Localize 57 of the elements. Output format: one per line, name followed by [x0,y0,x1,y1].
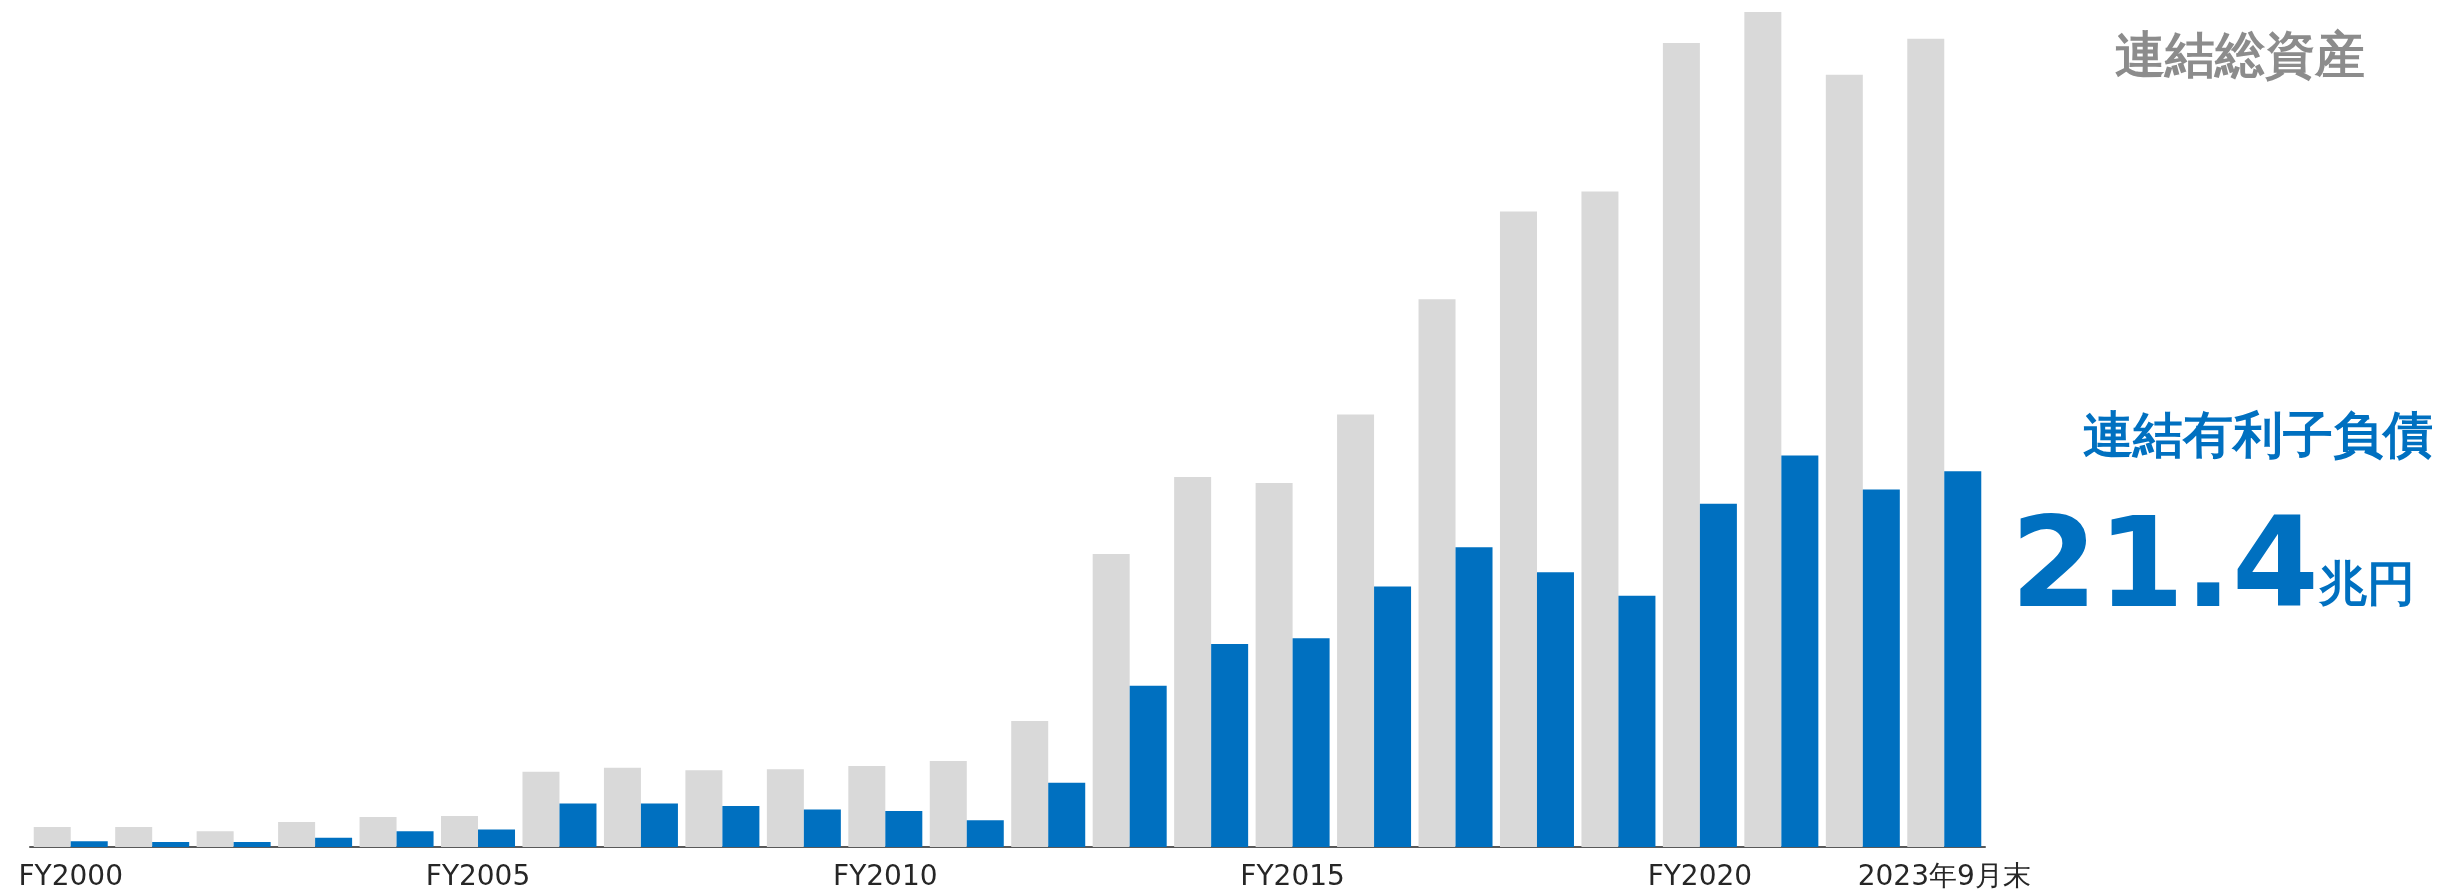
bar [278,821,316,847]
bar [441,816,479,847]
bar [1011,720,1049,847]
text: 連結総資産 [2115,26,2365,84]
bar [1048,782,1086,847]
bar [359,816,397,847]
x-tick-label: FY2000 [18,858,123,892]
bar [848,766,886,847]
bar [70,841,108,847]
bar [1499,211,1537,847]
bar [115,826,153,847]
bar [559,803,597,847]
bar [1862,489,1900,847]
bar [522,771,560,847]
bar [1374,586,1412,847]
bar [1744,12,1782,847]
x-tick-label: 2023年9月末 [1857,858,2031,892]
bar [1292,638,1330,847]
bar [1455,547,1493,847]
bar [1211,644,1249,847]
bar [396,831,434,847]
bar [152,841,190,847]
bar [1092,553,1130,847]
bar [1662,42,1700,847]
bar [196,831,234,847]
bar [929,761,967,847]
x-tick-label: FY2020 [1647,858,1753,892]
bar [233,841,271,847]
bar [315,837,353,847]
bar [1418,299,1456,847]
bar [885,811,923,847]
bar [1907,38,1945,847]
bar [1699,503,1737,847]
x-tick-label: FY2005 [425,858,531,892]
bar [1337,414,1375,847]
text: 連結有利子負債 [2083,406,2433,464]
bar [685,770,723,847]
bar [1174,477,1212,847]
bar [1129,685,1167,847]
x-tick-label: FY2015 [1240,858,1345,892]
bar [478,829,516,847]
bar [33,826,71,847]
x-tick-label: FY2010 [833,858,938,892]
bar [1536,572,1574,847]
text: 21.4兆円 [2010,490,2415,635]
bar [766,769,804,847]
bar [1618,595,1656,847]
bar [640,803,678,847]
bar [966,820,1004,847]
bar [722,806,760,847]
bar [1581,191,1619,847]
bar [1781,455,1819,847]
bar [1825,74,1863,847]
bar [1944,471,1982,847]
bar [603,767,641,847]
bar [803,809,841,847]
bar [1255,482,1293,847]
